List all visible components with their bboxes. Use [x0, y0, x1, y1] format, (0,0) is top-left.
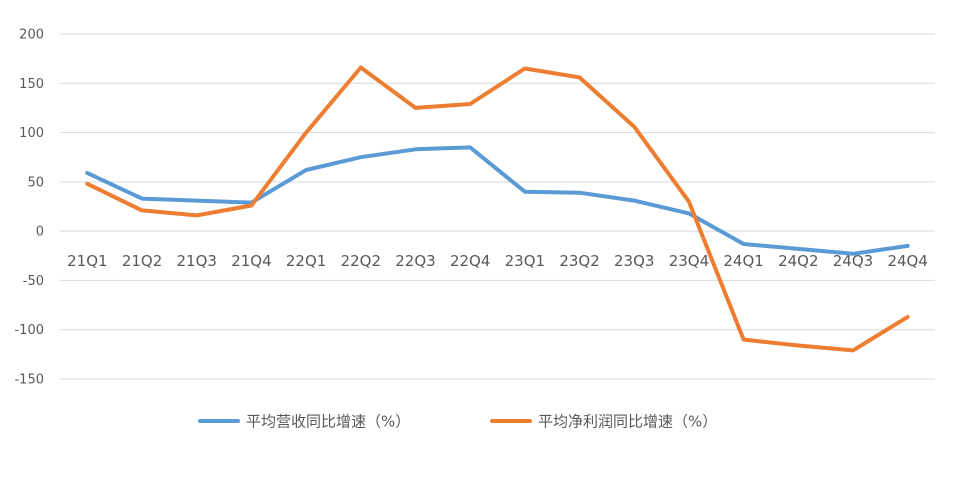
x-tick-label: 21Q1: [67, 252, 107, 270]
y-tick-label: -150: [14, 373, 44, 388]
series-lines: [85, 65, 910, 353]
y-tick-label: 200: [19, 28, 44, 43]
y-tick-label: 50: [27, 175, 44, 190]
x-tick-label: 22Q4: [450, 252, 490, 270]
y-axis-ticks: 200 150 100 50 0 -50 -100 -150: [14, 28, 44, 388]
x-tick-label: 22Q1: [286, 252, 326, 270]
series-line-2: [85, 65, 910, 353]
legend-label: 平均营收同比增速（%）: [246, 413, 410, 431]
x-tick-label: 21Q4: [231, 252, 271, 270]
x-tick-label: 23Q4: [669, 252, 709, 270]
x-tick-label: 23Q3: [614, 252, 654, 270]
legend-label: 平均净利润同比增速（%）: [538, 413, 717, 431]
x-tick-label: 24Q1: [723, 252, 763, 270]
legend: 平均营收同比增速（%） 平均净利润同比增速（%）: [198, 413, 717, 431]
x-tick-label: 23Q2: [559, 252, 599, 270]
x-axis-ticks: 21Q1 21Q2 21Q3 21Q4 22Q1 22Q2 22Q3 22Q4 23Q1 23Q2…: [67, 252, 928, 270]
x-tick-label: 24Q3: [833, 252, 873, 270]
y-tick-label: 0: [36, 225, 44, 240]
y-tick-label: 150: [19, 77, 44, 92]
x-tick-label: 23Q1: [505, 252, 545, 270]
y-tick-label: -50: [23, 274, 44, 289]
y-tick-label: 100: [19, 126, 44, 141]
x-tick-label: 22Q2: [341, 252, 381, 270]
y-tick-label: -100: [14, 323, 44, 338]
x-tick-label: 24Q4: [887, 252, 927, 270]
x-tick-label: 21Q2: [122, 252, 162, 270]
gridlines: [60, 33, 935, 380]
x-tick-label: 24Q2: [778, 252, 818, 270]
series-line-1: [85, 145, 910, 256]
x-tick-label: 21Q3: [177, 252, 217, 270]
x-tick-label: 22Q3: [395, 252, 435, 270]
